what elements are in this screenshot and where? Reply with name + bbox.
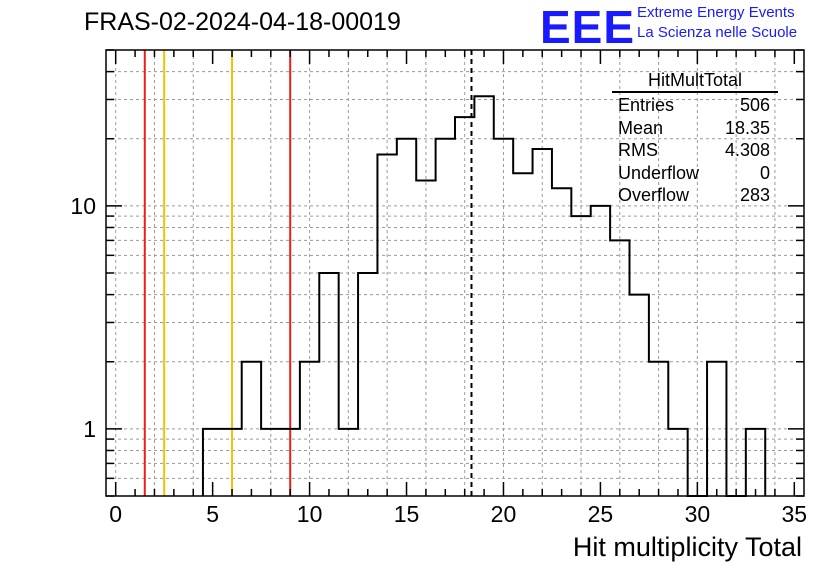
histogram-bin xyxy=(630,295,649,496)
histogram-bin xyxy=(610,240,629,496)
eee-logo: EEE xyxy=(540,1,636,53)
stats-label: Overflow xyxy=(618,185,690,205)
histogram-bin xyxy=(358,273,377,496)
chart-title: FRAS-02-2024-04-18-00019 xyxy=(84,8,401,36)
histogram-bin xyxy=(416,180,435,496)
stats-label: Mean xyxy=(618,117,664,138)
histogram-bin xyxy=(668,429,687,496)
histogram-bin xyxy=(222,429,241,496)
histogram-bin xyxy=(397,139,416,496)
histogram-bin xyxy=(533,149,552,496)
stats-value: 4.308 xyxy=(724,140,770,160)
histogram-bin xyxy=(339,429,358,496)
stats-value: 18.35 xyxy=(724,117,770,138)
stats-label: RMS xyxy=(618,140,658,160)
histogram-outline xyxy=(201,95,767,497)
stats-row-mean: Mean 18.35 xyxy=(612,118,778,141)
x-tick-label: 20 xyxy=(491,501,517,527)
stats-label: Underflow xyxy=(618,162,700,183)
histogram-bin xyxy=(707,362,726,496)
histogram-bin xyxy=(649,362,668,496)
stats-label: Entries xyxy=(618,95,675,115)
x-tick-label: 0 xyxy=(109,501,122,527)
logo-subtitle-line1: Extreme Energy Events xyxy=(637,4,795,21)
logo-subtitle-line2: La Scienza nelle Scuole xyxy=(637,24,798,41)
x-tick-label: 10 xyxy=(297,501,323,527)
histogram-bin xyxy=(591,206,610,496)
stats-row-overflow: Overflow 283 xyxy=(612,185,778,208)
histogram-bin xyxy=(242,362,261,496)
x-tick-label: 30 xyxy=(685,501,711,527)
histogram-bin xyxy=(455,117,474,496)
x-axis-label: Hit multiplicity Total xyxy=(572,532,802,562)
stats-value: 283 xyxy=(739,185,770,205)
histogram-bin xyxy=(474,96,493,496)
stats-row-underflow: Underflow 0 xyxy=(612,163,778,186)
histogram-bin xyxy=(436,139,455,496)
histogram-bin xyxy=(261,429,280,496)
histogram-bin xyxy=(571,216,590,496)
histogram-bin xyxy=(494,139,513,496)
histogram-bin xyxy=(319,273,338,496)
x-tick-label: 35 xyxy=(782,501,808,527)
stats-value: 506 xyxy=(739,95,770,115)
y-tick-label: 10 xyxy=(70,193,96,219)
x-tick-label: 25 xyxy=(588,501,614,527)
x-tick-label: 15 xyxy=(394,501,420,527)
histogram-bin xyxy=(300,362,319,496)
stats-row-rms: RMS 4.308 xyxy=(612,140,778,163)
y-tick-label: 1 xyxy=(83,416,96,442)
stats-title: HitMultTotal xyxy=(612,70,778,93)
histogram-bin xyxy=(746,429,765,496)
histogram-bin xyxy=(281,429,300,496)
histogram-bin xyxy=(552,188,571,496)
stats-value: 0 xyxy=(759,162,770,183)
histogram-bin xyxy=(377,154,396,496)
x-tick-label: 5 xyxy=(206,501,219,527)
stats-box: HitMultTotal Entries 506 Mean 18.35 RMS … xyxy=(612,70,778,208)
stats-row-entries: Entries 506 xyxy=(612,95,778,118)
histogram-bin xyxy=(513,173,532,496)
